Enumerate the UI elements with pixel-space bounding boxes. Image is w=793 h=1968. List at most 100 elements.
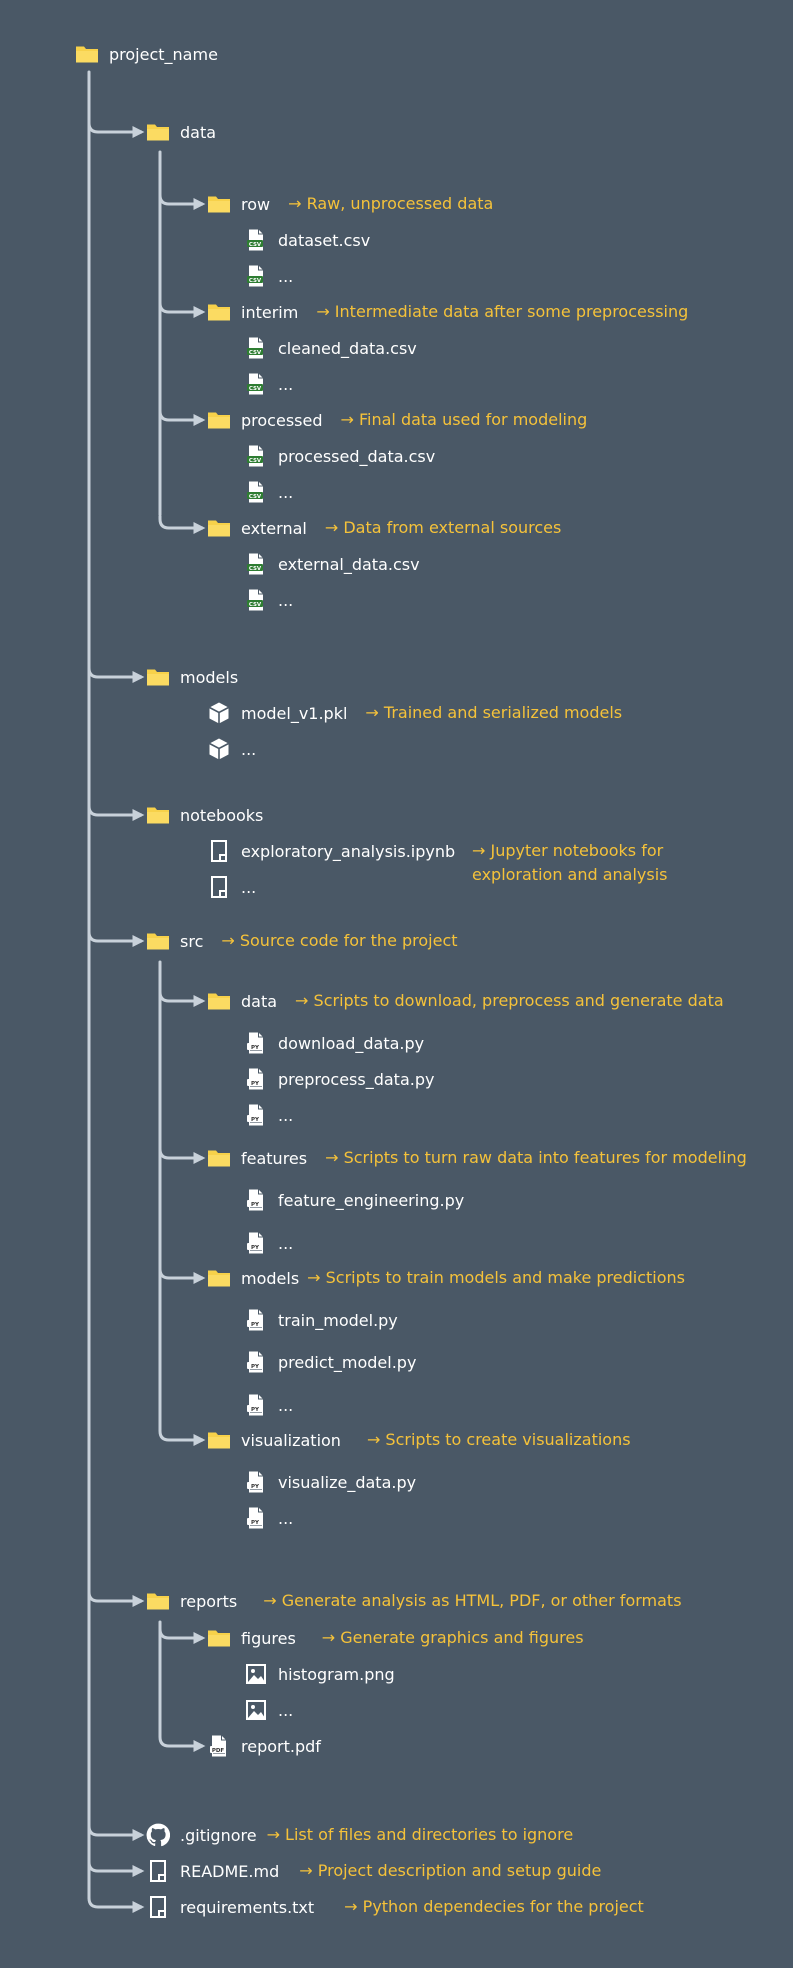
- folder-data-external[interactable]: external → Data from external sources: [207, 515, 561, 541]
- file-requirements-txt[interactable]: requirements.txt → Python dependecies fo…: [146, 1894, 644, 1920]
- file-ellipsis[interactable]: PY ...: [244, 1505, 293, 1531]
- folder-name: external: [241, 518, 307, 538]
- branch-arrow-data: [87, 120, 145, 138]
- csv-file-icon: CSV: [244, 552, 268, 576]
- file-download-data-py[interactable]: PY download_data.py: [244, 1030, 424, 1056]
- file-name: predict_model.py: [278, 1352, 417, 1372]
- file-dataset-csv[interactable]: CSV dataset.csv: [244, 227, 370, 253]
- file-name: ...: [278, 1395, 294, 1415]
- folder-notebooks[interactable]: notebooks: [146, 802, 263, 828]
- svg-text:PY: PY: [251, 1117, 260, 1123]
- branch-arrow-src: [87, 929, 145, 947]
- branch-arrow-interim: [158, 300, 206, 318]
- file-exploratory-analysis-ipynb[interactable]: exploratory_analysis.ipynb: [207, 838, 455, 864]
- file-name: ...: [278, 1233, 294, 1253]
- file-ellipsis[interactable]: ...: [207, 874, 256, 900]
- folder-src[interactable]: src → Source code for the project: [146, 928, 458, 954]
- notebooks-description: → Jupyter notebooks for exploration and …: [472, 841, 668, 884]
- folder-name: src: [180, 931, 204, 951]
- folder-description: → Final data used for modeling: [340, 410, 588, 429]
- file-ellipsis[interactable]: CSV ...: [244, 587, 293, 613]
- file-readme-md[interactable]: README.md → Project description and setu…: [146, 1858, 601, 1884]
- folder-icon: [207, 1626, 231, 1650]
- folder-data[interactable]: data: [146, 119, 216, 145]
- file-name: requirements.txt: [180, 1897, 315, 1917]
- folder-icon: [146, 1589, 170, 1613]
- svg-text:PY: PY: [251, 1364, 260, 1370]
- folder-name: visualization: [241, 1430, 341, 1450]
- branch-arrow-figures: [158, 1626, 206, 1644]
- branch-arrow-row: [158, 192, 206, 210]
- file-name: preprocess_data.py: [278, 1069, 435, 1089]
- folder-data-row[interactable]: row → Raw, unprocessed data: [207, 191, 493, 217]
- folder-description: → Scripts to train models and make predi…: [307, 1268, 686, 1287]
- python-file-icon: PY: [244, 1067, 268, 1091]
- csv-file-icon: CSV: [244, 480, 268, 504]
- file-cleaned-data-csv[interactable]: CSV cleaned_data.csv: [244, 335, 417, 361]
- folder-name: interim: [241, 302, 299, 322]
- file-ellipsis[interactable]: CSV ...: [244, 479, 293, 505]
- file-histogram-png[interactable]: histogram.png: [244, 1661, 395, 1687]
- file-report-pdf[interactable]: PDF report.pdf: [207, 1733, 321, 1759]
- file-name: ...: [278, 482, 294, 502]
- file-visualize-data-py[interactable]: PY visualize_data.py: [244, 1469, 416, 1495]
- svg-text:PY: PY: [251, 1045, 260, 1051]
- file-ellipsis[interactable]: PY ...: [244, 1230, 293, 1256]
- file-name: ...: [278, 1700, 294, 1720]
- python-file-icon: PY: [244, 1393, 268, 1417]
- folder-reports-figures[interactable]: figures → Generate graphics and figures: [207, 1625, 584, 1651]
- folder-models[interactable]: models: [146, 664, 238, 690]
- notebook-file-icon: [207, 875, 231, 899]
- file-preprocess-data-py[interactable]: PY preprocess_data.py: [244, 1066, 434, 1092]
- github-icon: [146, 1823, 170, 1847]
- branch-arrow-src-visualization: [158, 1428, 206, 1446]
- file-name: ...: [241, 739, 257, 759]
- file-feature-engineering-py[interactable]: PY feature_engineering.py: [244, 1187, 464, 1213]
- folder-src-models[interactable]: models → Scripts to train models and mak…: [207, 1265, 685, 1291]
- svg-text:PY: PY: [251, 1245, 260, 1251]
- folder-reports[interactable]: reports → Generate analysis as HTML, PDF…: [146, 1588, 682, 1614]
- svg-text:PDF: PDF: [212, 1748, 225, 1754]
- branch-arrow-src-models: [158, 1266, 206, 1284]
- folder-icon: [207, 1428, 231, 1452]
- file-name: ...: [278, 266, 294, 286]
- file-external-data-csv[interactable]: CSV external_data.csv: [244, 551, 420, 577]
- folder-description: → Intermediate data after some preproces…: [316, 302, 689, 321]
- folder-name: notebooks: [180, 805, 264, 825]
- folder-icon: [146, 665, 170, 689]
- image-file-icon: [244, 1698, 268, 1722]
- file-ellipsis[interactable]: PY ...: [244, 1392, 293, 1418]
- file-ellipsis[interactable]: PY ...: [244, 1102, 293, 1128]
- pdf-file-icon: PDF: [207, 1734, 231, 1758]
- file-name: model_v1.pkl: [241, 703, 348, 723]
- folder-icon: [207, 1266, 231, 1290]
- csv-file-icon: CSV: [244, 228, 268, 252]
- folder-src-data[interactable]: data → Scripts to download, preprocess a…: [207, 988, 724, 1014]
- file-ellipsis[interactable]: ...: [244, 1697, 293, 1723]
- folder-icon: [146, 929, 170, 953]
- folder-src-features[interactable]: features → Scripts to turn raw data into…: [207, 1145, 747, 1171]
- folder-name: data: [241, 991, 278, 1011]
- file-name: cleaned_data.csv: [278, 338, 417, 358]
- folder-data-interim[interactable]: interim → Intermediate data after some p…: [207, 299, 688, 325]
- file-ellipsis[interactable]: CSV ...: [244, 263, 293, 289]
- folder-name: features: [241, 1148, 308, 1168]
- file-processed-data-csv[interactable]: CSV processed_data.csv: [244, 443, 435, 469]
- file-train-model-py[interactable]: PY train_model.py: [244, 1307, 398, 1333]
- svg-text:CSV: CSV: [249, 566, 262, 572]
- file-gitignore[interactable]: .gitignore → List of files and directori…: [146, 1822, 573, 1848]
- folder-description: → Raw, unprocessed data: [288, 194, 494, 213]
- file-model-v1-pkl[interactable]: model_v1.pkl → Trained and serialized mo…: [207, 700, 622, 726]
- file-name: report.pdf: [241, 1736, 321, 1756]
- folder-name: models: [180, 667, 239, 687]
- folder-data-processed[interactable]: processed → Final data used for modeling: [207, 407, 587, 433]
- file-ellipsis[interactable]: ...: [207, 736, 256, 762]
- branch-arrow-notebooks: [87, 803, 145, 821]
- file-ellipsis[interactable]: CSV ...: [244, 371, 293, 397]
- file-predict-model-py[interactable]: PY predict_model.py: [244, 1349, 416, 1375]
- branch-arrow-src-features: [158, 1146, 206, 1164]
- folder-src-visualization[interactable]: visualization → Scripts to create visual…: [207, 1427, 631, 1453]
- svg-text:PY: PY: [251, 1081, 260, 1087]
- tree-root[interactable]: project_name: [75, 41, 218, 67]
- folder-name: processed: [241, 410, 323, 430]
